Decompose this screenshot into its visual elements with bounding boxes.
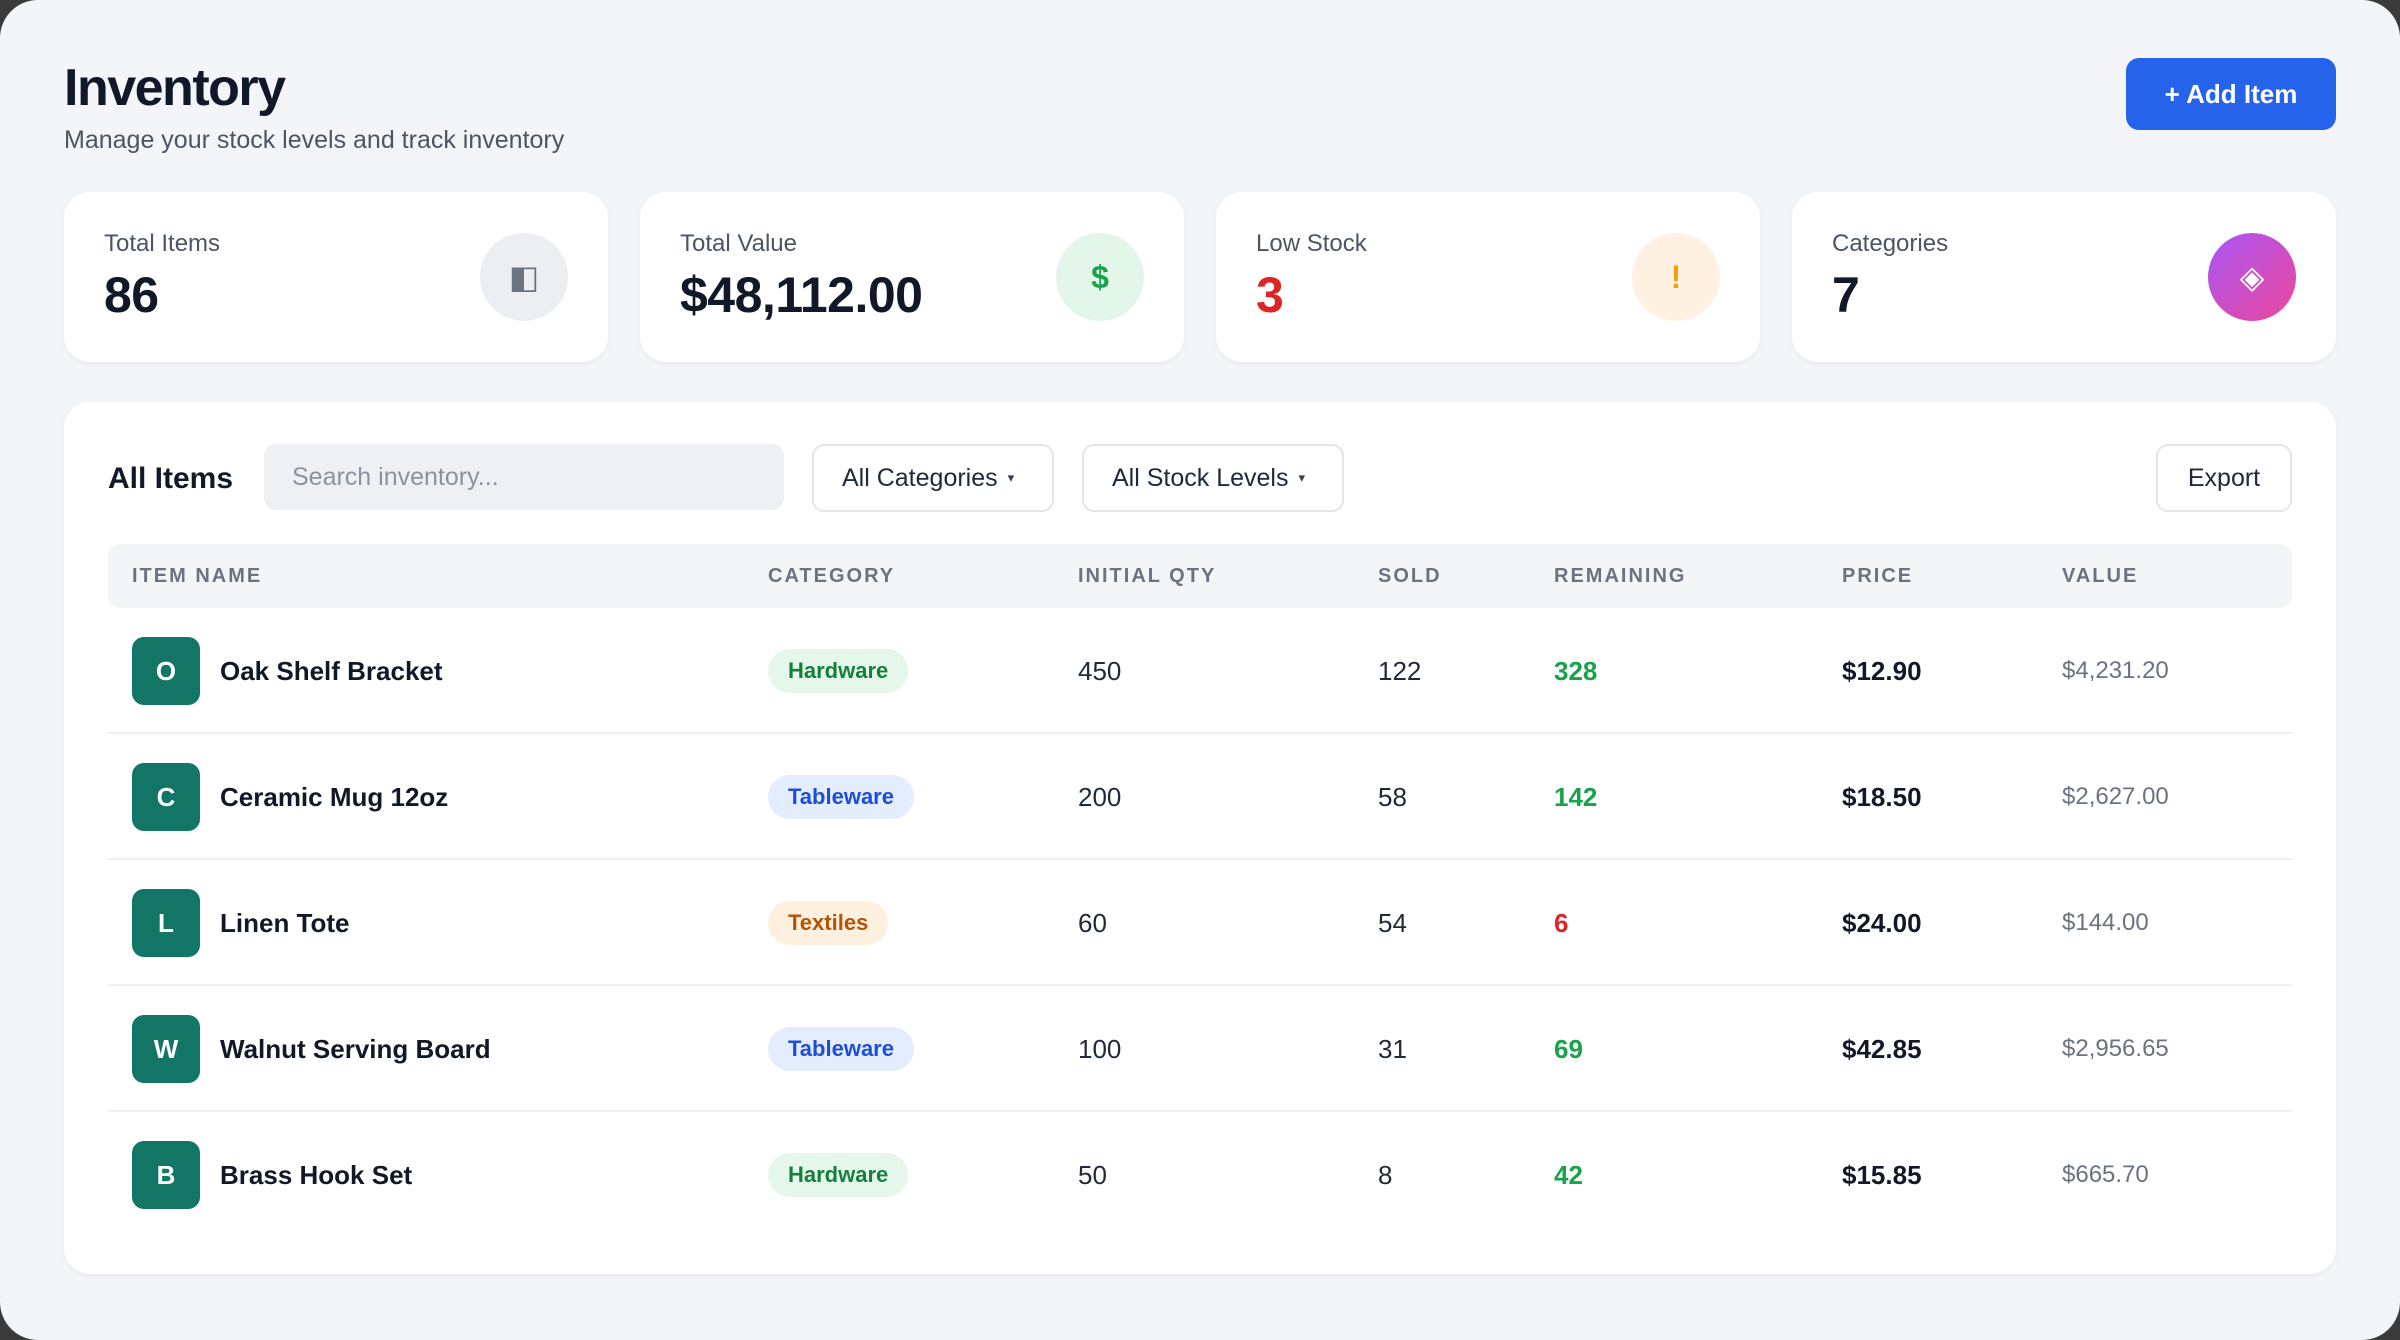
stat-label: Categories (1832, 230, 1949, 257)
item-name: Walnut Serving Board (220, 1034, 491, 1064)
table-row[interactable]: W Walnut Serving Board Tableware 100 31 … (108, 986, 2292, 1112)
category-badge: Tableware (768, 1027, 914, 1071)
chevron-down-icon: ▾ (1007, 470, 1015, 485)
column-header-item-name[interactable]: ITEM NAME (132, 565, 263, 587)
box-icon: ◧ (480, 233, 568, 321)
sold-qty: 31 (1378, 1034, 1407, 1064)
sold-qty: 122 (1378, 656, 1422, 686)
item-avatar: C (132, 763, 200, 831)
page-header: Inventory Manage your stock levels and t… (64, 58, 2336, 158)
search-input[interactable] (264, 444, 784, 510)
category-filter-label: All Categories (842, 463, 998, 492)
category-badge: Textiles (768, 901, 889, 945)
remaining-qty: 69 (1554, 1034, 1583, 1064)
item-name: Linen Tote (220, 908, 350, 938)
category-badge: Tableware (768, 775, 914, 819)
item-price: $42.85 (1842, 1034, 1922, 1064)
item-avatar: L (132, 889, 200, 957)
stock-filter-label: All Stock Levels (1112, 463, 1289, 492)
stat-value: 3 (1256, 267, 1284, 323)
remaining-qty: 328 (1554, 656, 1598, 686)
item-price: $12.90 (1842, 656, 1922, 686)
sold-qty: 58 (1378, 782, 1407, 812)
sold-qty: 8 (1378, 1160, 1393, 1190)
diamond-icon: ◈ (2208, 233, 2296, 321)
column-header-value[interactable]: VALUE (2062, 565, 2139, 587)
item-value: $2,627.00 (2062, 783, 2169, 810)
table-body: O Oak Shelf Bracket Hardware 450 122 328… (108, 608, 2292, 1238)
item-avatar: B (132, 1141, 200, 1209)
stat-value: $48,112.00 (680, 267, 923, 323)
item-avatar: W (132, 1015, 200, 1083)
item-name: Oak Shelf Bracket (220, 656, 443, 686)
items-toolbar: All Items All Categories ▾ All Stock Lev… (108, 442, 2292, 512)
remaining-qty: 6 (1554, 908, 1569, 938)
table-row[interactable]: L Linen Tote Textiles 60 54 6 $24.00 $14… (108, 860, 2292, 986)
table-header: ITEM NAME CATEGORY INITIAL QTY SOLD REMA… (108, 544, 2292, 608)
table-row[interactable]: C Ceramic Mug 12oz Tableware 200 58 142 … (108, 734, 2292, 860)
section-title: All Items (108, 462, 234, 495)
stat-card-total-items: Total Items 86 ◧ (64, 192, 608, 362)
item-value: $144.00 (2062, 909, 2149, 936)
initial-qty: 200 (1078, 782, 1122, 812)
stat-value: 86 (104, 267, 159, 323)
category-badge: Hardware (768, 649, 909, 693)
remaining-qty: 42 (1554, 1160, 1583, 1190)
stat-card-total-value: Total Value $48,112.00 $ (640, 192, 1184, 362)
table-row[interactable]: B Brass Hook Set Hardware 50 8 42 $15.85… (108, 1112, 2292, 1238)
item-price: $24.00 (1842, 908, 1922, 938)
alert-icon: ! (1632, 233, 1720, 321)
column-header-remaining[interactable]: REMAINING (1554, 565, 1687, 587)
item-price: $18.50 (1842, 782, 1922, 812)
item-value: $665.70 (2062, 1161, 2149, 1188)
item-avatar: O (132, 637, 200, 705)
item-name: Ceramic Mug 12oz (220, 782, 449, 812)
stat-label: Low Stock (1256, 230, 1367, 257)
page-subtitle: Manage your stock levels and track inven… (64, 126, 565, 154)
stock-filter-dropdown[interactable]: All Stock Levels ▾ (1082, 444, 1344, 512)
chevron-down-icon: ▾ (1298, 470, 1305, 485)
item-value: $4,231.20 (2062, 657, 2169, 684)
column-header-initial-qty[interactable]: INITIAL QTY (1078, 565, 1217, 587)
column-header-category[interactable]: CATEGORY (768, 565, 896, 587)
remaining-qty: 142 (1554, 782, 1598, 812)
add-item-button[interactable]: + Add Item (2126, 58, 2336, 130)
column-header-price[interactable]: PRICE (1842, 565, 1914, 587)
stat-label: Total Value (680, 230, 797, 257)
export-button[interactable]: Export (2156, 444, 2292, 512)
items-panel: All Items All Categories ▾ All Stock Lev… (64, 402, 2336, 1274)
stat-card-categories: Categories 7 ◈ (1792, 192, 2336, 362)
column-header-sold[interactable]: SOLD (1378, 565, 1442, 587)
category-badge: Hardware (768, 1153, 909, 1197)
stat-label: Total Items (104, 230, 221, 257)
initial-qty: 100 (1078, 1034, 1122, 1064)
stat-value: 7 (1832, 267, 1860, 323)
stats-cards: Total Items 86 ◧ Total Value $48,112.00 … (64, 192, 2336, 362)
item-price: $15.85 (1842, 1160, 1922, 1190)
initial-qty: 50 (1078, 1160, 1107, 1190)
initial-qty: 450 (1078, 656, 1122, 686)
category-filter-dropdown[interactable]: All Categories ▾ (812, 444, 1054, 512)
initial-qty: 60 (1078, 908, 1107, 938)
page-title: Inventory (64, 59, 286, 117)
dollar-icon: $ (1056, 233, 1144, 321)
table-row[interactable]: O Oak Shelf Bracket Hardware 450 122 328… (108, 608, 2292, 734)
item-value: $2,956.65 (2062, 1035, 2169, 1062)
stat-card-low-stock: Low Stock 3 ! (1216, 192, 1760, 362)
sold-qty: 54 (1378, 908, 1407, 938)
item-name: Brass Hook Set (220, 1160, 413, 1190)
